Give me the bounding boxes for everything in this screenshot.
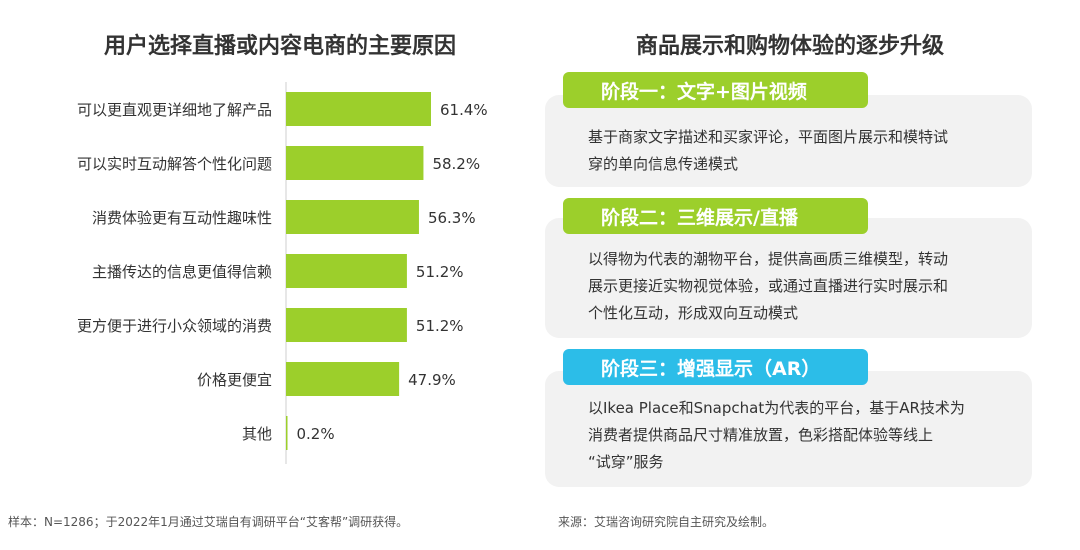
category-label-4: 更方便于进行小众领域的消费	[77, 317, 272, 335]
category-label-5: 价格更便宜	[197, 371, 272, 389]
source-footnote: 来源：艾瑞咨询研究院自主研究及绘制。	[558, 515, 775, 529]
value-label-3: 51.2%	[416, 263, 464, 281]
bar-4	[286, 308, 407, 342]
stage-3-line-1: 以Ikea Place和Snapchat为代表的平台，基于AR技术为	[588, 399, 965, 417]
value-label-5: 47.9%	[408, 371, 456, 389]
category-label-2: 消费体验更有互动性趣味性	[92, 209, 272, 227]
value-label-1: 58.2%	[432, 155, 480, 173]
stage-1-line-1: 基于商家文字描述和买家评论，平面图片展示和模特试	[588, 128, 949, 146]
stage-label-2: 阶段二：三维展示/直播	[563, 198, 868, 234]
stage-description-3: 以Ikea Place和Snapchat为代表的平台，基于AR技术为 消费者提供商…	[588, 395, 1013, 476]
sample-footnote: 样本：N=1286；于2022年1月通过艾瑞自有调研平台“艾客帮”调研获得。	[8, 515, 409, 529]
stage-2-line-3: 个性化互动，形成双向互动模式	[588, 304, 799, 322]
reason-bar-chart: 可以更直观更详细地了解产品 61.4% 可以实时互动解答个性化问题 58.2% 消费体验…	[77, 82, 488, 464]
value-label-6: 0.2%	[297, 425, 335, 443]
category-label-6: 其他	[242, 425, 272, 443]
bar-2	[286, 200, 419, 234]
stage-2-line-2: 展示更接近实物视觉体验，或通过直播进行实时展示和	[588, 277, 949, 295]
bar-0	[286, 92, 431, 126]
stage-label-3: 阶段三：增强显示（AR）	[563, 349, 868, 385]
value-label-4: 51.2%	[416, 317, 464, 335]
category-label-0: 可以更直观更详细地了解产品	[77, 101, 272, 119]
bar-6	[286, 416, 288, 450]
stage-3-line-3: “试穿”服务	[588, 453, 664, 471]
bar-3	[286, 254, 407, 288]
stage-2-line-1: 以得物为代表的潮物平台，提供高画质三维模型，转动	[588, 250, 949, 268]
left-chart-title: 用户选择直播或内容电商的主要原因	[103, 34, 456, 59]
right-panel-title: 商品展示和购物体验的逐步升级	[635, 34, 944, 59]
bar-5	[286, 362, 400, 396]
category-label-3: 主播传达的信息更值得信赖	[92, 263, 272, 281]
stage-description-2: 以得物为代表的潮物平台，提供高画质三维模型，转动 展示更接近实物视觉体验，或通过直…	[588, 246, 1013, 327]
value-label-2: 56.3%	[428, 209, 476, 227]
value-label-0: 61.4%	[440, 101, 488, 119]
bar-1	[286, 146, 424, 180]
stage-description-1: 基于商家文字描述和买家评论，平面图片展示和模特试 穿的单向信息传递模式	[588, 124, 1013, 178]
stage-card-2	[545, 218, 1032, 338]
stage-card-1	[545, 95, 1032, 187]
category-label-1: 可以实时互动解答个性化问题	[77, 155, 272, 173]
stage-card-3	[545, 371, 1032, 487]
stage-label-1: 阶段一：文字+图片视频	[563, 72, 868, 108]
stage-1-line-2: 穿的单向信息传递模式	[588, 155, 739, 173]
stage-3-line-2: 消费者提供商品尺寸精准放置，色彩搭配体验等线上	[588, 426, 934, 444]
